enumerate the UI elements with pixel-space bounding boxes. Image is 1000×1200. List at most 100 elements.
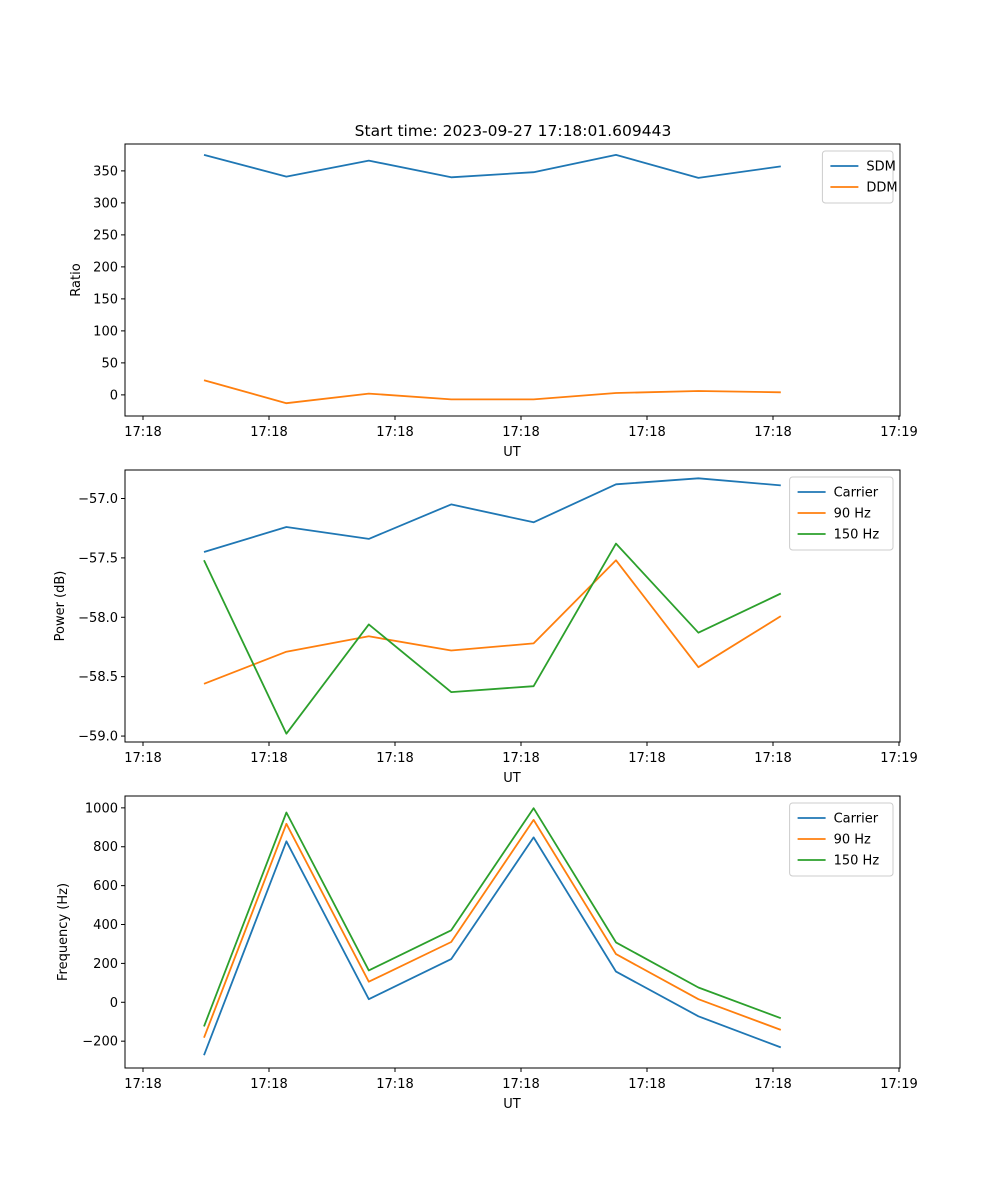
x-tick-label: 17:18	[754, 425, 791, 440]
x-tick-label: 17:19	[880, 1077, 917, 1092]
legend-box	[789, 476, 894, 551]
legend-label: SDM	[866, 160, 895, 175]
x-tick-label: 17:18	[754, 1077, 791, 1092]
series-line-sdm	[203, 153, 781, 179]
y-tick-label: 50	[101, 356, 118, 371]
legend-label: 90 Hz	[834, 507, 871, 522]
data-point-90-hz	[697, 998, 700, 1001]
data-point-ddm	[285, 402, 288, 405]
data-point-carrier	[367, 998, 370, 1001]
data-point-sdm	[697, 176, 700, 179]
data-point-90-hz	[779, 615, 782, 618]
series-line-carrier	[203, 477, 781, 553]
data-point-sdm	[615, 153, 618, 156]
x-tick-label: 17:18	[250, 425, 287, 440]
ratio-x-axis: 17:18 17:18 17:18 17:18 17:18 17:18 17:19	[124, 416, 918, 440]
data-point-150-hz	[697, 986, 700, 989]
ratio-legend: SDM DDM	[821, 150, 898, 204]
data-point-90-hz	[697, 666, 700, 669]
data-point-150-hz	[367, 969, 370, 972]
y-tick-label: 100	[93, 324, 118, 339]
series-line-90-hz	[203, 819, 782, 1039]
y-tick-label: −58.0	[78, 611, 118, 626]
frequency-plot-area	[203, 807, 782, 1057]
power-plot-area	[203, 477, 782, 735]
data-point-carrier	[779, 484, 782, 487]
y-tick-label: 0	[110, 996, 118, 1011]
chart-title: Start time: 2023-09-27 17:18:01.609443	[355, 122, 672, 140]
data-point-sdm	[203, 153, 206, 156]
data-point-90-hz	[367, 635, 370, 638]
power-x-axis: 17:18 17:18 17:18 17:18 17:18 17:18 17:19	[124, 742, 918, 766]
data-point-ddm	[779, 391, 782, 394]
data-point-ddm	[367, 392, 370, 395]
y-tick-label: 300	[93, 196, 118, 211]
data-point-90-hz	[203, 682, 206, 685]
data-point-carrier	[532, 521, 535, 524]
data-point-ddm	[697, 390, 700, 393]
x-tick-label: 17:18	[376, 751, 413, 766]
data-point-carrier	[203, 1054, 206, 1057]
data-point-ddm	[450, 398, 453, 401]
x-tick-label: 17:18	[250, 1077, 287, 1092]
ratio-axes-frame	[124, 143, 901, 417]
data-point-150-hz	[450, 929, 453, 932]
data-point-carrier	[450, 958, 453, 961]
legend-label: Carrier	[834, 812, 879, 827]
series-line-ddm	[203, 379, 781, 405]
legend-label: DDM	[866, 181, 897, 196]
data-point-90-hz	[779, 1028, 782, 1031]
data-point-90-hz	[532, 818, 535, 821]
y-axis-label: Ratio	[69, 263, 84, 296]
frequency-y-axis: −200 0 200 400 600 800 1000	[82, 801, 125, 1050]
data-point-carrier	[203, 550, 206, 553]
y-tick-label: −57.5	[78, 551, 118, 566]
data-point-90-hz	[450, 941, 453, 944]
data-point-150-hz	[532, 807, 535, 810]
frequency-legend: Carrier 90 Hz 150 Hz	[789, 802, 894, 877]
power-legend: Carrier 90 Hz 150 Hz	[789, 476, 894, 551]
y-tick-label: 600	[93, 879, 118, 894]
data-point-carrier	[615, 970, 618, 973]
data-point-carrier	[450, 503, 453, 506]
ratio-plot-area	[203, 153, 782, 405]
x-tick-label: 17:18	[250, 751, 287, 766]
x-tick-label: 17:18	[124, 425, 161, 440]
data-point-ddm	[532, 398, 535, 401]
data-point-carrier	[367, 537, 370, 540]
data-point-sdm	[532, 171, 535, 174]
series-line-90-hz	[203, 559, 782, 685]
legend-label: 150 Hz	[834, 528, 880, 543]
y-tick-label: 150	[93, 292, 118, 307]
data-point-150-hz	[203, 1025, 206, 1028]
panel-ratio: Start time: 2023-09-27 17:18:01.609443 0…	[69, 122, 918, 460]
x-tick-label: 17:18	[502, 1077, 539, 1092]
data-point-150-hz	[615, 542, 618, 545]
data-point-90-hz	[615, 559, 618, 562]
frequency-axes-frame	[124, 795, 901, 1069]
x-tick-label: 17:18	[124, 1077, 161, 1092]
x-tick-label: 17:18	[628, 1077, 665, 1092]
y-tick-label: 0	[110, 388, 118, 403]
data-point-90-hz	[285, 650, 288, 653]
y-tick-label: 200	[93, 260, 118, 275]
x-tick-label: 17:18	[376, 425, 413, 440]
frequency-x-axis: 17:18 17:18 17:18 17:18 17:18 17:18 17:19	[124, 1068, 918, 1092]
power-y-axis: −59.0 −58.5 −58.0 −57.5 −57.0	[78, 492, 125, 745]
y-tick-label: 800	[93, 840, 118, 855]
data-point-90-hz	[367, 980, 370, 983]
legend-box	[789, 802, 894, 877]
legend-label: 150 Hz	[834, 854, 880, 869]
legend-box	[821, 150, 894, 204]
y-tick-label: 1000	[85, 801, 118, 816]
data-point-90-hz	[285, 822, 288, 825]
x-tick-label: 17:18	[628, 425, 665, 440]
y-tick-label: −200	[82, 1035, 118, 1050]
ratio-y-axis: 0 50 100 150 200 250 300 350	[93, 164, 125, 403]
data-point-sdm	[779, 165, 782, 168]
x-tick-label: 17:18	[754, 751, 791, 766]
y-axis-label: Frequency (Hz)	[56, 883, 71, 981]
x-axis-label: UT	[503, 1097, 521, 1112]
data-point-sdm	[450, 176, 453, 179]
x-tick-label: 17:19	[880, 425, 917, 440]
